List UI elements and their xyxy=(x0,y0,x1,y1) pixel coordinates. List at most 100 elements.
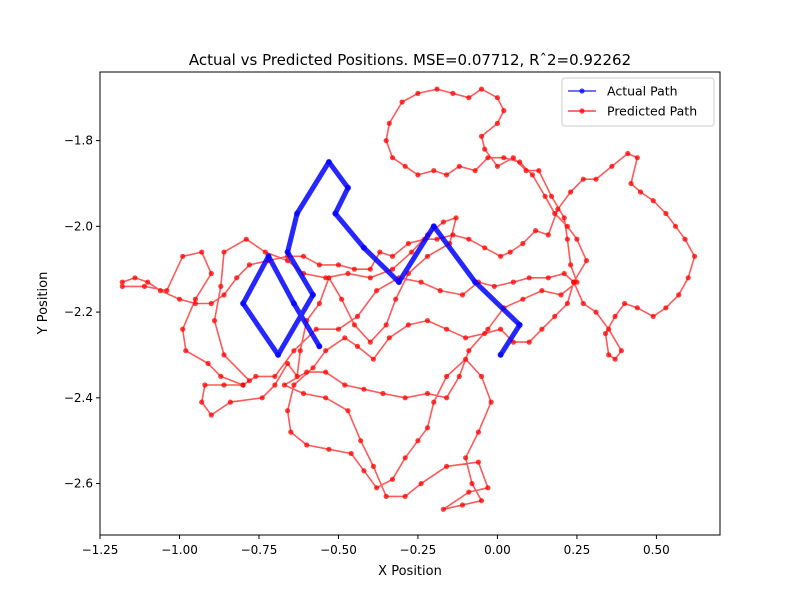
predicted-path-point xyxy=(208,300,214,307)
predicted-path-point xyxy=(386,335,392,341)
actual-path-point xyxy=(497,351,504,358)
predicted-path-point xyxy=(475,459,481,465)
predicted-path-point xyxy=(555,206,561,212)
predicted-path-point xyxy=(466,236,472,242)
legend: Actual Path Predicted Path xyxy=(561,77,715,127)
predicted-path-point xyxy=(637,189,644,195)
predicted-path-point xyxy=(580,176,586,182)
predicted-path-point xyxy=(354,343,361,349)
predicted-path-point xyxy=(272,382,278,388)
predicted-path-point xyxy=(466,348,472,354)
predicted-path-point xyxy=(326,446,332,452)
predicted-path-point xyxy=(494,120,500,126)
legend-label-predicted-path: Predicted Path xyxy=(607,104,697,119)
predicted-path-point xyxy=(361,386,367,392)
predicted-path-point xyxy=(475,429,481,435)
predicted-path-point xyxy=(466,489,472,495)
predicted-path-point xyxy=(548,193,555,199)
chart-title: Actual vs Predicted Positions. MSE=0.077… xyxy=(189,51,631,69)
y-axis-label: Y Position xyxy=(36,272,51,336)
predicted-path-point xyxy=(517,159,523,165)
predicted-path-point xyxy=(444,463,450,469)
actual-path-point xyxy=(316,343,323,350)
predicted-path-point xyxy=(564,236,571,242)
predicted-path-point xyxy=(520,240,526,247)
predicted-path-point xyxy=(466,95,472,101)
predicted-path-point xyxy=(634,155,640,161)
predicted-path-point xyxy=(488,399,494,405)
predicted-path-point xyxy=(164,288,170,294)
predicted-path-point xyxy=(533,228,539,234)
actual-path-point xyxy=(290,300,297,307)
predicted-path-point xyxy=(291,382,297,388)
actual-path-point xyxy=(310,291,316,298)
predicted-path-point xyxy=(459,292,466,298)
predicted-path-point xyxy=(205,360,211,367)
predicted-path-point xyxy=(501,155,507,161)
x-tick-label: −0.50 xyxy=(320,543,357,557)
actual-path-series xyxy=(240,159,523,358)
legend-marker-predicted-path xyxy=(579,108,585,114)
predicted-path-point xyxy=(456,163,462,169)
predicted-path-point xyxy=(380,390,386,397)
predicted-path-point xyxy=(628,180,634,187)
predicted-path-point xyxy=(211,318,218,324)
x-axis-ticks: −1.25 −1.00 −0.75 −0.50 −0.25 0.00 0.25 0.50 xyxy=(82,535,670,557)
predicted-path-point xyxy=(583,258,590,264)
predicted-path-point xyxy=(316,300,322,307)
predicted-path-point xyxy=(663,210,669,217)
predicted-path-point xyxy=(650,313,656,319)
x-tick-label: −1.25 xyxy=(82,543,119,557)
predicted-path-point xyxy=(450,232,456,238)
predicted-path-point xyxy=(402,493,408,499)
predicted-path-point xyxy=(386,120,392,126)
legend-box xyxy=(561,77,715,127)
predicted-path-point xyxy=(682,236,688,242)
predicted-path-point xyxy=(609,163,615,169)
predicted-path-point xyxy=(568,189,574,195)
predicted-path-point xyxy=(119,283,125,289)
predicted-path-point xyxy=(183,348,189,354)
predicted-path-point xyxy=(520,296,526,302)
actual-path-point xyxy=(360,244,367,251)
predicted-path-point xyxy=(389,253,396,259)
predicted-path-point xyxy=(561,270,567,277)
predicted-path-point xyxy=(157,288,163,294)
actual-path-point xyxy=(284,249,291,256)
predicted-path-point xyxy=(478,86,485,92)
predicted-path-point xyxy=(676,292,682,298)
predicted-path-point xyxy=(310,365,316,371)
predicted-path-point xyxy=(463,455,469,461)
predicted-path-point xyxy=(405,322,411,328)
predicted-path-point xyxy=(361,468,367,474)
predicted-path-point xyxy=(141,283,148,289)
predicted-path-point xyxy=(424,318,431,324)
predicted-path-point xyxy=(692,253,698,259)
predicted-path-point xyxy=(323,395,329,401)
predicted-path-point xyxy=(444,172,450,178)
predicted-path-point xyxy=(510,279,516,285)
predicted-path-point xyxy=(650,198,656,204)
predicted-path-point xyxy=(606,326,612,332)
predicted-path-point xyxy=(529,172,536,178)
predicted-path-point xyxy=(672,223,679,229)
predicted-path-point xyxy=(536,168,542,174)
x-tick-label: −1.00 xyxy=(161,543,198,557)
predicted-path-point xyxy=(176,296,183,302)
x-axis-label: X Position xyxy=(378,564,442,579)
predicted-path-point xyxy=(545,275,551,281)
predicted-path-point xyxy=(259,395,265,401)
predicted-path-point xyxy=(552,313,558,319)
predicted-path-point xyxy=(444,395,450,401)
predicted-path-point xyxy=(402,163,408,169)
predicted-path-point xyxy=(288,429,294,435)
predicted-path-point xyxy=(501,108,507,114)
predicted-path-point xyxy=(424,425,431,431)
predicted-path-point xyxy=(358,438,364,444)
predicted-path-point xyxy=(253,373,259,379)
actual-path-point xyxy=(395,279,402,286)
predicted-path-point xyxy=(132,275,138,281)
predicted-path-point xyxy=(351,322,357,328)
predicted-path-point xyxy=(564,223,571,229)
